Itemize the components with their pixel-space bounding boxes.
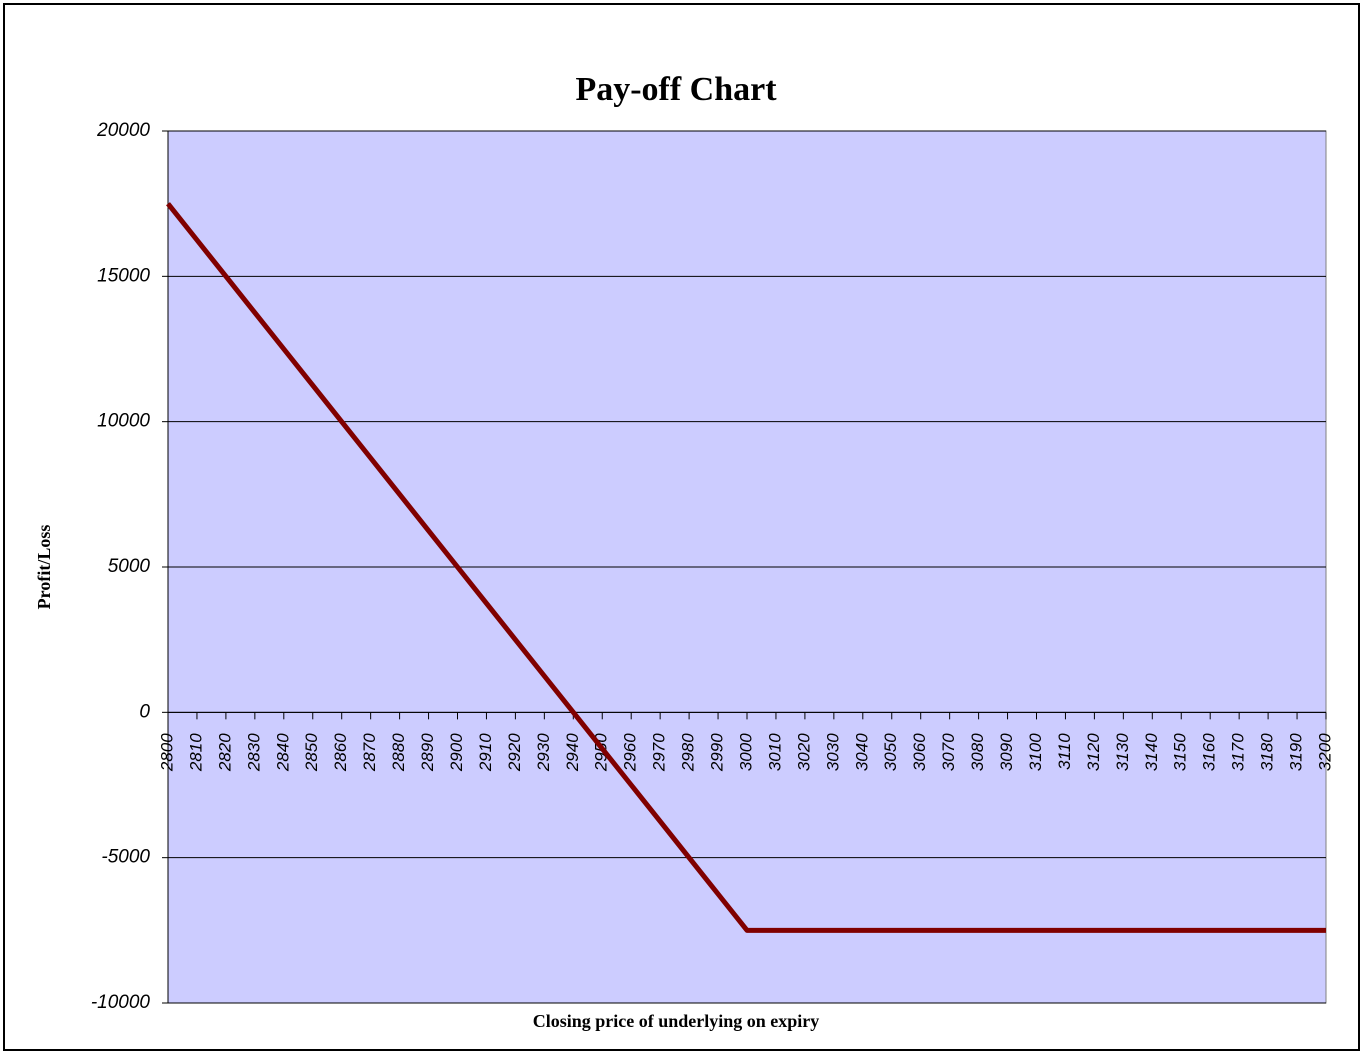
y-tick-label: 5000	[108, 556, 151, 577]
x-tick-label: 2800	[157, 733, 176, 772]
x-tick-label: 3060	[910, 733, 929, 771]
x-tick-label: 2960	[621, 733, 640, 772]
chart-title: Pay-off Chart	[575, 71, 777, 108]
x-tick-label: 3180	[1258, 733, 1277, 771]
x-tick-label: 2990	[708, 733, 727, 772]
x-tick-label: 3010	[765, 733, 784, 771]
x-tick-label: 2910	[476, 733, 495, 772]
x-axis-label: Closing price of underlying on expiry	[533, 1011, 820, 1031]
x-tick-label: 3110	[1055, 733, 1074, 770]
x-tick-label: 2940	[563, 733, 582, 772]
y-axis-label: Profit/Loss	[34, 525, 54, 610]
x-tick-label: 3160	[1200, 733, 1219, 771]
x-tick-label: 3050	[881, 733, 900, 771]
y-tick-label: -5000	[101, 847, 150, 868]
x-tick-label: 2810	[186, 733, 205, 772]
x-tick-label: 2930	[534, 733, 553, 772]
x-tick-label: 3020	[794, 733, 813, 771]
x-tick-label: 3040	[852, 733, 871, 771]
x-tick-label: 3090	[997, 733, 1016, 771]
x-tick-label: 3130	[1113, 733, 1132, 771]
x-tick-label: 3140	[1142, 733, 1161, 771]
x-tick-label: 3030	[823, 733, 842, 771]
x-tick-label: 2880	[389, 733, 408, 772]
x-tick-label: 3000	[736, 733, 755, 771]
x-tick-label: 3170	[1229, 733, 1248, 771]
y-tick-label: 20000	[96, 120, 150, 141]
x-tick-label: 2970	[650, 733, 669, 772]
x-tick-label: 2860	[331, 733, 350, 772]
x-tick-label: 2890	[418, 733, 437, 772]
x-tick-label: 3100	[1026, 733, 1045, 771]
x-tick-label: 2870	[360, 733, 379, 772]
x-tick-label: 3070	[939, 733, 958, 771]
x-tick-label: 3080	[968, 733, 987, 771]
x-tick-label: 3190	[1287, 733, 1306, 771]
y-tick-label: 10000	[97, 411, 150, 432]
x-tick-label: 2980	[679, 733, 698, 772]
x-tick-label: 3150	[1171, 733, 1190, 771]
x-tick-label: 3120	[1084, 733, 1103, 771]
x-tick-label: 2830	[244, 733, 263, 772]
x-tick-label: 2920	[505, 733, 524, 772]
x-tick-label: 2820	[215, 733, 234, 772]
y-tick-label: 0	[139, 701, 150, 722]
x-tick-label: 2840	[273, 733, 292, 772]
x-tick-label: 2900	[447, 733, 466, 772]
payoff-line	[166, 202, 1326, 933]
y-tick-label: -10000	[91, 992, 151, 1013]
y-tick-label: 15000	[97, 265, 150, 286]
x-tick-label: 2850	[302, 733, 321, 772]
x-tick-label: 3200	[1315, 733, 1334, 771]
